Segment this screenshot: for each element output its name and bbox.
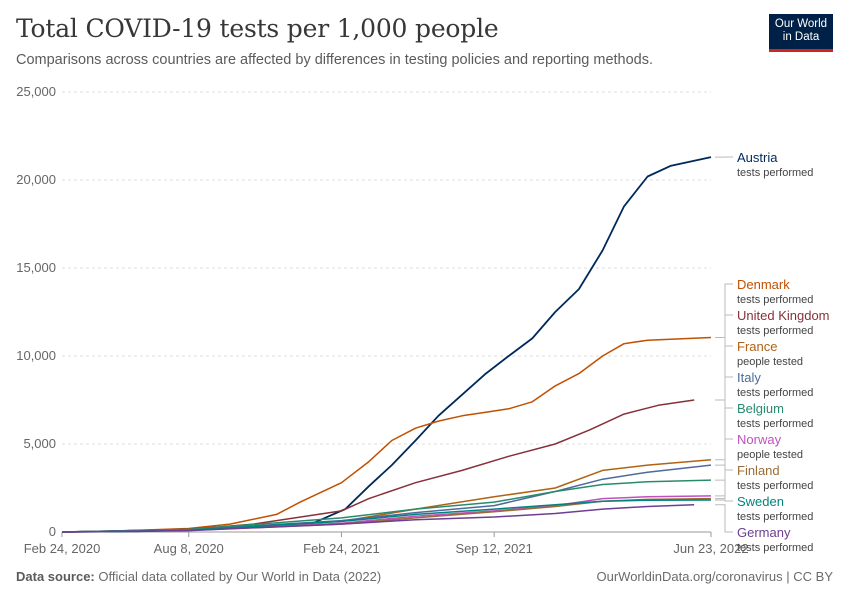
series-sublabel-sweden: tests performed	[737, 511, 813, 523]
chart-subtitle: Comparisons across countries are affecte…	[16, 52, 654, 68]
data-source-text[interactable]: Official data collated by Our World in D…	[98, 569, 382, 584]
data-source-label: Data source:	[16, 569, 95, 584]
series-sublabel-finland: tests performed	[737, 480, 813, 492]
series-line-united-kingdom	[61, 399, 695, 533]
series-line-denmark	[61, 336, 712, 533]
logo-line-1: Our World	[774, 18, 828, 30]
series-label-finland: Finland	[737, 463, 780, 478]
x-tick-label: Aug 8, 2020	[154, 541, 224, 556]
series-sublabel-germany: tests performed	[737, 542, 813, 554]
series-label-france: France	[737, 339, 777, 354]
series-label-united-kingdom: United Kingdom	[737, 308, 830, 323]
series-sublabel-italy: tests performed	[737, 387, 813, 399]
y-tick-label: 20,000	[16, 172, 56, 187]
x-tick-label: Feb 24, 2020	[24, 541, 101, 556]
series-label-norway: Norway	[737, 432, 782, 447]
series-line-sweden	[61, 499, 712, 533]
y-tick-label: 10,000	[16, 348, 56, 363]
series-line-germany	[61, 503, 695, 533]
series-label-sweden: Sweden	[737, 494, 784, 509]
label-connector-finland	[715, 469, 733, 500]
label-connector-norway	[715, 438, 733, 497]
x-tick-label: Jun 23, 2022	[673, 541, 748, 556]
series-sublabel-austria: tests performed	[737, 167, 813, 179]
series-sublabel-belgium: tests performed	[737, 418, 813, 430]
series-line-belgium	[61, 479, 712, 533]
y-tick-label: 25,000	[16, 84, 56, 99]
chart-title: Total COVID-19 tests per 1,000 people	[16, 14, 499, 43]
logo-line-2: in Data	[782, 31, 820, 43]
series-sublabel-united-kingdom: tests performed	[737, 325, 813, 337]
y-tick-label: 15,000	[16, 260, 56, 275]
label-connector-denmark	[715, 283, 733, 338]
series-sublabel-france: people tested	[737, 356, 803, 368]
series-label-austria: Austria	[737, 150, 778, 165]
label-connector-italy	[715, 376, 733, 466]
x-tick-label: Sep 12, 2021	[455, 541, 532, 556]
label-connector-germany	[715, 504, 733, 533]
series-label-belgium: Belgium	[737, 401, 784, 416]
label-connector-france	[715, 345, 733, 461]
label-connector-united-kingdom	[715, 314, 733, 401]
series-line-austria	[61, 156, 712, 533]
owid-logo[interactable]: Our World in Data	[769, 14, 833, 52]
footer-credit-link[interactable]: OurWorldinData.org/coronavirus | CC BY	[596, 569, 833, 584]
series-label-denmark: Denmark	[737, 277, 790, 292]
data-source: Data source: Official data collated by O…	[16, 569, 381, 584]
label-connector-belgium	[715, 407, 733, 481]
y-tick-label: 5,000	[23, 436, 56, 451]
series-label-germany: Germany	[737, 525, 791, 540]
label-connector-sweden	[715, 499, 733, 502]
series-sublabel-norway: people tested	[737, 449, 803, 461]
x-tick-label: Feb 24, 2021	[303, 541, 380, 556]
series-sublabel-denmark: tests performed	[737, 294, 813, 306]
y-tick-label: 0	[49, 524, 56, 539]
series-label-italy: Italy	[737, 370, 761, 385]
